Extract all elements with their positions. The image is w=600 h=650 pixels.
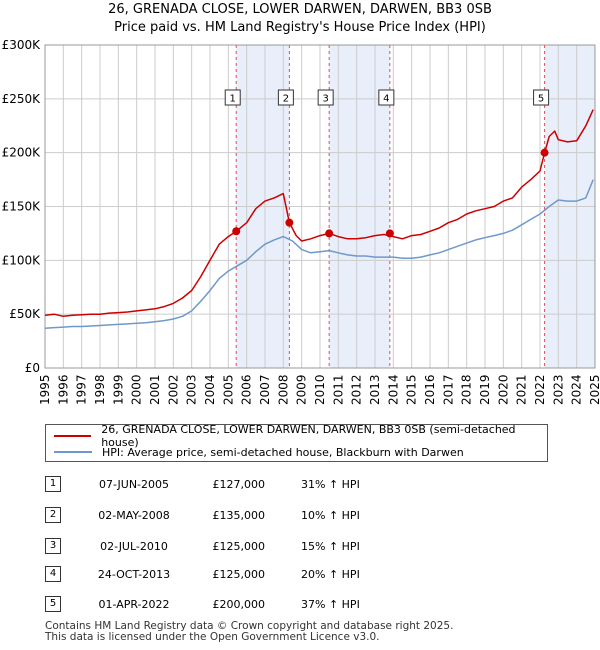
sale-price: £200,000 [212, 598, 266, 611]
x-tick-label: 2023 [551, 374, 565, 405]
legend-swatch-property [54, 435, 92, 437]
x-tick-label: 2010 [313, 374, 327, 405]
x-tick-label: 2002 [166, 374, 180, 405]
x-tick-label: 1998 [93, 374, 107, 405]
legend-swatch-hpi [54, 451, 92, 453]
x-tick-label: 2000 [130, 374, 144, 405]
x-tick-label: 2008 [276, 374, 290, 405]
chart-title: 26, GRENADA CLOSE, LOWER DARWEN, DARWEN,… [108, 2, 492, 17]
sale-price: £135,000 [212, 509, 266, 522]
x-tick-label: 2022 [533, 374, 547, 405]
sale-number-badge: 3 [45, 538, 61, 554]
price-chart: 1 2 3 4 5 £0 £50K £100K £150K £200K £250K £300K 1995… [2, 38, 600, 405]
legend-label-property: 26, GRENADA CLOSE, LOWER DARWEN, DARWEN,… [101, 423, 516, 449]
x-tick-label: 1995 [38, 374, 52, 405]
x-tick-label: 2025 [588, 374, 600, 405]
sale-marker-box-1 [224, 89, 241, 106]
x-tick-label: 2019 [478, 374, 492, 405]
sale-point-3 [325, 229, 334, 238]
sale-price: £125,000 [212, 540, 266, 553]
x-tick-label: 2014 [386, 374, 400, 405]
sale-marker-label-3: 3 [322, 94, 328, 105]
sale-number-badge: 1 [45, 476, 61, 492]
legend-label-hpi: HPI: Average price, semi-detached house,… [102, 445, 464, 459]
sale-date: 24-OCT-2013 [97, 568, 171, 581]
y-tick-label: £0 [25, 361, 40, 375]
x-tick-label: 2020 [496, 374, 510, 405]
sale-marker-label-5: 5 [538, 94, 544, 105]
x-tick-label: 1996 [56, 374, 70, 405]
sale-marker-box-4 [378, 89, 395, 106]
x-tick-label: 1999 [111, 374, 125, 405]
footer-copyright: Contains HM Land Registry data © Crown c… [45, 620, 454, 632]
table-row: 1 07-JUN-2005 £127,000 31% ↑ HPI [45, 474, 585, 494]
x-tick-label: 2015 [405, 374, 419, 405]
property-price-line [44, 109, 594, 318]
x-tick-label: 2021 [515, 374, 529, 405]
table-row: 5 01-APR-2022 £200,000 37% ↑ HPI [45, 594, 585, 614]
footer-license: This data is licensed under the Open Gov… [45, 631, 380, 643]
x-tick-label: 2017 [441, 374, 455, 405]
sale-marker-label-1: 1 [230, 94, 236, 105]
sale-date: 01-APR-2022 [98, 598, 170, 611]
x-tick-label: 2003 [185, 374, 199, 405]
y-tick-label: £250K [2, 92, 42, 106]
sale-date: 07-JUN-2005 [98, 478, 170, 491]
x-tick-label: 2009 [295, 374, 309, 405]
sale-price: £127,000 [212, 478, 266, 491]
table-row: 4 24-OCT-2013 £125,000 20% ↑ HPI [45, 564, 585, 584]
x-tick-label: 2012 [350, 374, 364, 405]
legend-item-property: 26, GRENADA CLOSE, LOWER DARWEN, DARWEN,… [54, 423, 547, 449]
x-tick-label: 2001 [148, 374, 162, 405]
sale-date: 02-JUL-2010 [100, 540, 168, 553]
plot-frame [44, 44, 596, 369]
sale-marker-label-2: 2 [283, 94, 289, 105]
sale-hpi-change: 10% ↑ HPI [301, 509, 360, 522]
sale-marker-box-2 [277, 89, 294, 106]
hpi-line [44, 179, 594, 329]
y-tick-label: £200K [2, 146, 42, 160]
sale-marker-box-3 [317, 89, 334, 106]
sale-point-4 [385, 229, 394, 238]
y-tick-label: £100K [2, 253, 42, 267]
x-tick-label: 2024 [570, 374, 584, 405]
sale-point-2 [285, 218, 294, 227]
sale-number-badge: 4 [45, 566, 61, 582]
sale-point-1 [232, 227, 241, 236]
x-tick-label: 2013 [368, 374, 382, 405]
sale-point-5 [540, 148, 549, 157]
y-tick-label: £50K [9, 307, 41, 321]
x-tick-label: 2006 [240, 374, 254, 405]
x-tick-label: 2004 [203, 374, 217, 405]
y-tick-label: £150K [2, 200, 42, 214]
chart-legend: 26, GRENADA CLOSE, LOWER DARWEN, DARWEN,… [45, 423, 548, 462]
table-row: 2 02-MAY-2008 £135,000 10% ↑ HPI [45, 505, 585, 525]
sale-date: 02-MAY-2008 [98, 509, 170, 522]
chart-subtitle: Price paid vs. HM Land Registry's House … [114, 20, 486, 35]
sale-hpi-change: 31% ↑ HPI [301, 478, 360, 491]
sale-price: £125,000 [212, 568, 266, 581]
x-tick-label: 1997 [75, 374, 89, 405]
sale-hpi-change: 20% ↑ HPI [301, 568, 360, 581]
sale-marker-label-4: 4 [383, 94, 389, 105]
sale-marker-box-5 [533, 89, 550, 106]
x-tick-label: 2018 [460, 374, 474, 405]
legend-item-hpi: HPI: Average price, semi-detached house,… [54, 444, 464, 460]
footer-attribution: Contains HM Land Registry data © Crown c… [45, 621, 453, 643]
sale-hpi-change: 15% ↑ HPI [301, 540, 360, 553]
x-tick-label: 2005 [221, 374, 235, 405]
sale-number-badge: 5 [45, 596, 61, 612]
y-tick-label: £300K [2, 38, 42, 52]
x-tick-label: 2011 [331, 374, 345, 405]
x-tick-label: 2016 [423, 374, 437, 405]
x-tick-label: 2007 [258, 374, 272, 405]
table-row: 3 02-JUL-2010 £125,000 15% ↑ HPI [45, 536, 585, 556]
sale-number-badge: 2 [45, 507, 61, 523]
sale-hpi-change: 37% ↑ HPI [301, 598, 360, 611]
